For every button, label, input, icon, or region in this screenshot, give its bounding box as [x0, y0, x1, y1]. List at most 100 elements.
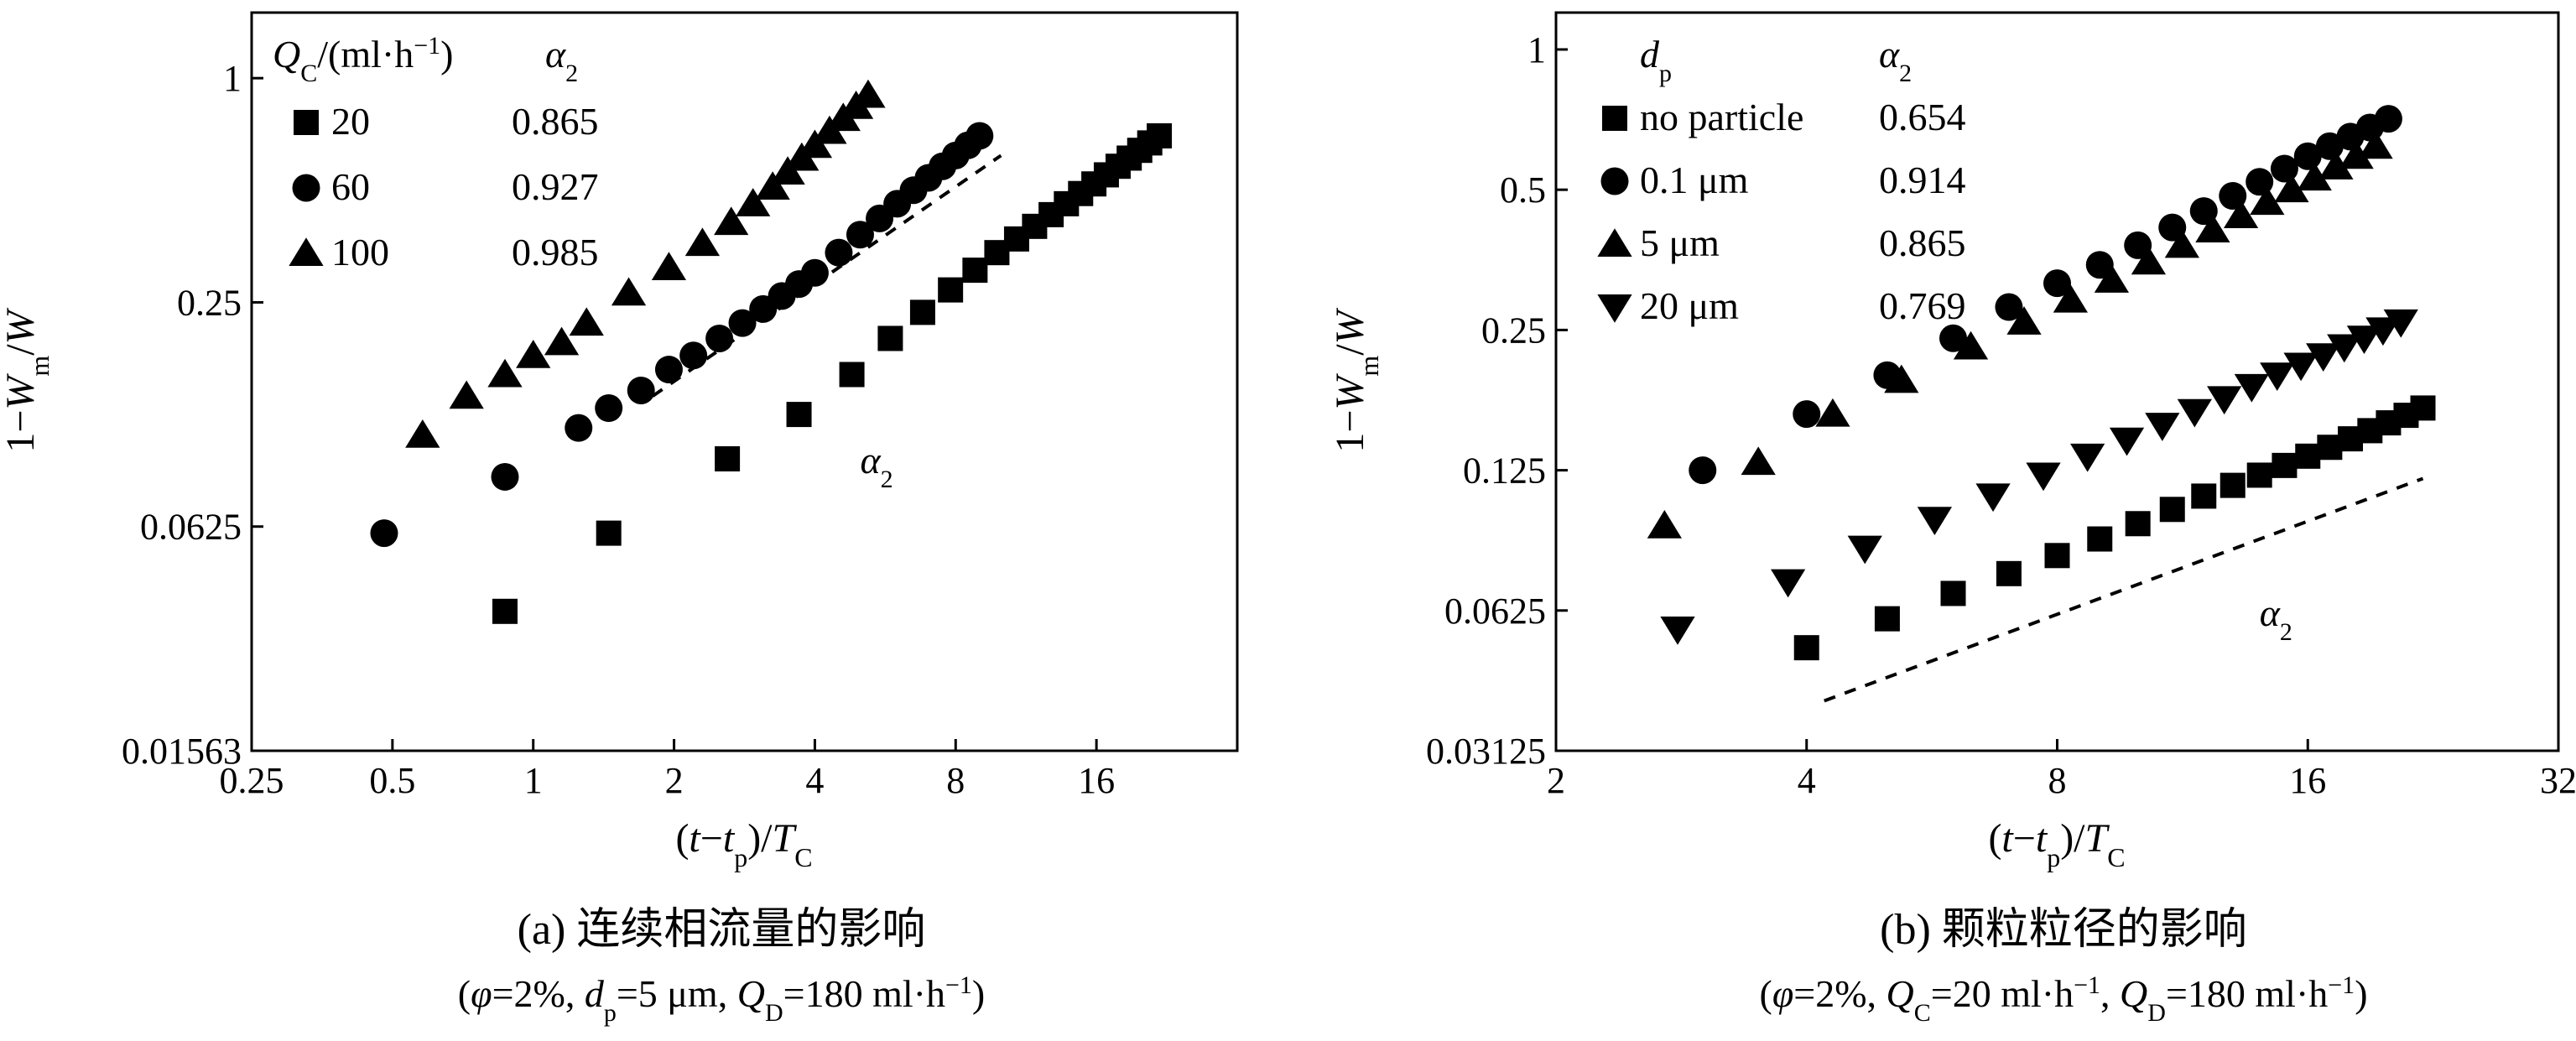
x-tick-label: 16 [2289, 760, 2326, 801]
data-point-circle [800, 258, 829, 287]
data-point-square [2295, 443, 2321, 469]
legend-entry-alpha: 0.927 [512, 165, 599, 208]
data-point-square [492, 598, 518, 624]
x-tick-label: 32 [2540, 760, 2576, 801]
panel-a-subcaption: (φ=2%, dp=5 μm, QD=180 ml·h−1) [458, 971, 985, 1027]
data-point-circle [846, 221, 874, 249]
data-point-triangle [2195, 214, 2230, 243]
data-point-triangle [851, 79, 886, 108]
data-point-triangle [736, 188, 771, 216]
legend-marker-square [294, 110, 319, 135]
data-point-circle [1939, 324, 1968, 352]
data-point-triangle-down [2234, 373, 2269, 403]
x-tick-label: 4 [805, 760, 824, 801]
y-tick-label: 0.25 [177, 282, 242, 323]
legend-entry-alpha: 0.914 [1879, 159, 1966, 201]
x-tick-label: 0.25 [220, 760, 284, 801]
data-point-circle [1793, 400, 1821, 429]
data-point-triangle [1741, 446, 1776, 476]
data-point-square [1793, 635, 1819, 661]
legend-entry-label: 0.1 μm [1640, 159, 1749, 201]
data-point-triangle-down [2109, 427, 2145, 456]
legend-entry-label: 5 μm [1640, 221, 1720, 264]
data-point-triangle-down [1917, 507, 1953, 536]
reference-slope-line [1824, 476, 2424, 703]
legend-marker-circle [1600, 167, 1629, 195]
y-tick-label: 0.25 [1481, 310, 1546, 351]
x-tick-label: 8 [946, 760, 965, 801]
panel-a-reference-line: α2 [651, 154, 1002, 492]
x-tick-label: 16 [1078, 760, 1115, 801]
legend-header-alpha: α2 [1879, 33, 1912, 87]
panel-b-reference-line: α2 [1824, 476, 2424, 703]
data-point-square [1996, 560, 2022, 586]
panel-a-caption: (a) 连续相流量的影响 [518, 906, 926, 954]
panel-a-frame [250, 11, 1239, 752]
data-point-square [2125, 511, 2151, 537]
data-point-circle [491, 462, 519, 491]
data-point-triangle-down [2383, 309, 2418, 338]
data-point-square [1940, 580, 1966, 606]
legend-entry-alpha: 0.985 [512, 231, 599, 273]
data-point-square [2087, 526, 2113, 552]
data-point-triangle [611, 277, 647, 306]
y-tick-label: 1 [1527, 29, 1546, 70]
data-point-triangle [2006, 306, 2042, 335]
data-point-triangle-down [2207, 386, 2242, 415]
panel-b-marks [1647, 105, 2436, 661]
x-tick-label: 0.5 [369, 760, 415, 801]
data-point-square [715, 445, 741, 471]
data-point-circle [627, 376, 655, 404]
data-point-triangle [1953, 331, 1989, 360]
data-point-triangle-down [2346, 325, 2382, 354]
legend-entry-alpha: 0.865 [512, 100, 599, 143]
data-point-square [909, 299, 935, 325]
data-point-triangle [2297, 162, 2332, 191]
y-tick-label: 0.01563 [122, 731, 242, 772]
data-point-square [938, 277, 964, 303]
legend-marker-triangle-down [1597, 294, 1632, 323]
data-point-triangle [714, 206, 749, 236]
data-point-triangle [405, 419, 440, 448]
data-point-triangle [2250, 186, 2285, 216]
legend-header-series: dp [1640, 33, 1672, 87]
panel-a-marks [370, 79, 1173, 624]
data-point-square [962, 258, 988, 284]
data-point-triangle [755, 171, 790, 200]
data-point-square [877, 325, 903, 351]
data-point-triangle [2131, 246, 2167, 275]
panel-b-ticks: 2 4 8 16 32 0.03125 0.0625 0.125 0.25 0.5 1 [1426, 29, 2576, 801]
legend-entry-label: 100 [331, 231, 389, 273]
x-tick-label: 1 [524, 760, 543, 801]
y-tick-label: 0.0625 [1444, 591, 1546, 632]
panel-a-y-axis-title: 1−Wm/W [0, 307, 55, 452]
data-point-triangle [516, 340, 551, 368]
data-point-triangle-down [2070, 443, 2105, 472]
panel-a-ticks: 0.25 0.5 1 2 4 8 16 0.01563 0.0625 0.25 1 [122, 58, 1115, 801]
data-point-circle [2124, 231, 2152, 259]
reference-slope-line [651, 154, 1002, 398]
data-point-square [786, 402, 812, 428]
legend-marker-circle [292, 174, 320, 202]
data-point-circle [965, 122, 994, 150]
legend-marker-square [1602, 106, 1627, 131]
data-point-triangle [1884, 364, 1919, 393]
data-point-triangle-down [2145, 413, 2180, 441]
y-tick-label: 0.03125 [1426, 731, 1546, 772]
panel-b: 2 4 8 16 32 0.03125 0.0625 0.125 0.25 0.5 1 α2 dp α… [1328, 11, 2576, 1027]
data-point-triangle [544, 326, 580, 356]
data-point-circle [2374, 105, 2402, 133]
data-point-triangle [2164, 229, 2199, 258]
panel-a: 0.25 0.5 1 2 4 8 16 0.01563 0.0625 0.25 1 α2 QC/(m… [0, 11, 1239, 1027]
data-point-circle [654, 356, 683, 384]
data-point-triangle [1815, 398, 1850, 427]
reference-slope-label: α2 [2260, 591, 2292, 646]
panel-b-legend: dp α2 no particle 0.654 0.1 μm 0.914 5 μm 0.865… [1597, 33, 1966, 327]
data-point-circle [2085, 251, 2114, 279]
data-point-triangle-down [1847, 535, 1882, 565]
data-point-triangle [1647, 510, 1682, 539]
data-point-circle [1689, 456, 1717, 485]
legend-header-series: QC/(ml·h−1) [273, 32, 453, 87]
data-point-triangle [2339, 140, 2374, 169]
